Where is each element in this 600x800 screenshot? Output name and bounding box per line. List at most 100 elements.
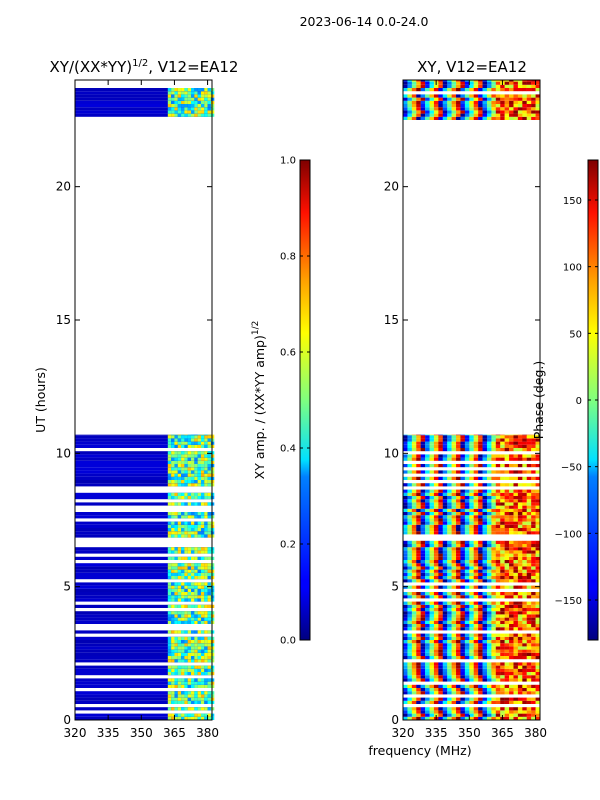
phase-cell: [460, 576, 466, 580]
phase-cell: [442, 97, 448, 101]
amplitude-cell: [167, 700, 172, 704]
phase-cell: [504, 515, 510, 519]
phase-cell: [438, 97, 443, 101]
amplitude-cell: [191, 473, 195, 477]
phase-cell: [456, 470, 461, 474]
phase-cell: [509, 483, 514, 487]
phase-cell: [407, 691, 413, 695]
phase-cell: [438, 643, 443, 647]
phase-cell: [416, 438, 421, 442]
phase-cell: [482, 502, 488, 506]
phase-cell: [517, 476, 523, 480]
phase-cell: [429, 84, 435, 88]
amplitude-cell: [197, 107, 202, 111]
amplitude-cell: [197, 512, 202, 516]
phase-cell: [425, 492, 430, 496]
amplitude-cell: [207, 457, 211, 461]
phase-cell: [438, 547, 443, 551]
amplitude-cell: [191, 659, 195, 663]
phase-cell: [531, 547, 536, 551]
amplitude-row: [75, 617, 212, 621]
phase-cell: [517, 528, 523, 532]
phase-cell: [500, 700, 505, 704]
amplitude-cell: [210, 550, 215, 554]
phase-cell: [407, 100, 413, 104]
phase-cell: [451, 496, 457, 500]
phase-cell: [433, 107, 439, 111]
phase-cell: [509, 684, 514, 688]
amplitude-cell: [204, 713, 208, 717]
phase-cell: [420, 572, 426, 576]
amplitude-cell: [200, 492, 205, 496]
phase-cell: [486, 633, 492, 637]
phase-cell: [500, 697, 505, 701]
phase-cell: [456, 531, 461, 535]
phase-cell: [473, 116, 479, 120]
phase-cell: [513, 454, 519, 458]
phase-cell: [495, 492, 501, 496]
phase-cell: [478, 435, 483, 439]
phase-cell: [442, 662, 448, 666]
phase-cell: [495, 100, 501, 104]
phase-cell: [425, 518, 430, 522]
phase-cell: [504, 544, 510, 548]
amplitude-cell: [191, 454, 195, 458]
phase-cell: [447, 499, 452, 503]
phase-cell: [495, 476, 501, 480]
amplitude-row: [75, 496, 212, 500]
phase-cell: [469, 710, 474, 714]
phase-cell: [495, 489, 501, 493]
amplitude-cell: [167, 643, 172, 647]
phase-cell: [451, 684, 457, 688]
amplitude-cell: [181, 681, 185, 685]
amplitude-cell: [171, 569, 175, 573]
amplitude-cell: [191, 572, 195, 576]
phase-cell: [469, 470, 474, 474]
amplitude-cell: [210, 113, 215, 117]
phase-cell: [456, 489, 461, 493]
phase-cell: [407, 531, 413, 535]
amplitude-cell: [204, 91, 208, 95]
amplitude-cell: [174, 659, 178, 663]
phase-cell: [509, 441, 514, 445]
phase-cell: [522, 97, 527, 101]
amplitude-cell: [210, 100, 215, 104]
phase-cell: [403, 521, 408, 525]
amplitude-cell: [167, 460, 172, 464]
phase-cell: [509, 566, 514, 570]
amplitude-cell: [187, 716, 192, 720]
phase-cell: [495, 710, 501, 714]
amplitude-cell: [210, 464, 215, 468]
phase-cell: [517, 81, 523, 85]
phase-cell: [460, 716, 466, 720]
amplitude-cell: [191, 569, 195, 573]
phase-cell: [522, 483, 527, 487]
phase-cell: [473, 84, 479, 88]
phase-cell: [486, 646, 492, 650]
phase-cell: [407, 604, 413, 608]
phase-cell: [504, 640, 510, 644]
phase-cell: [491, 675, 496, 679]
amplitude-cell: [177, 113, 182, 117]
phase-cell: [469, 627, 474, 631]
amplitude-cell: [204, 592, 208, 596]
amplitude-cell: [184, 595, 188, 599]
phase-cell: [425, 97, 430, 101]
phase-cell: [526, 521, 532, 525]
amplitude-cell: [210, 630, 215, 634]
phase-cell: [403, 104, 408, 108]
phase-cell: [486, 678, 492, 682]
amplitude-cell: [191, 444, 195, 448]
amplitude-cell: [184, 467, 188, 471]
amplitude-row: [75, 550, 212, 554]
phase-cell: [486, 627, 492, 631]
amplitude-cell: [177, 476, 182, 480]
amplitude-cell: [194, 598, 198, 602]
amplitude-cell: [187, 588, 192, 592]
phase-cell: [535, 524, 541, 528]
phase-cell: [403, 697, 408, 701]
amplitude-cell: [204, 665, 208, 669]
phase-cell: [509, 624, 514, 628]
phase-cell: [513, 678, 519, 682]
phase-cell: [429, 531, 435, 535]
